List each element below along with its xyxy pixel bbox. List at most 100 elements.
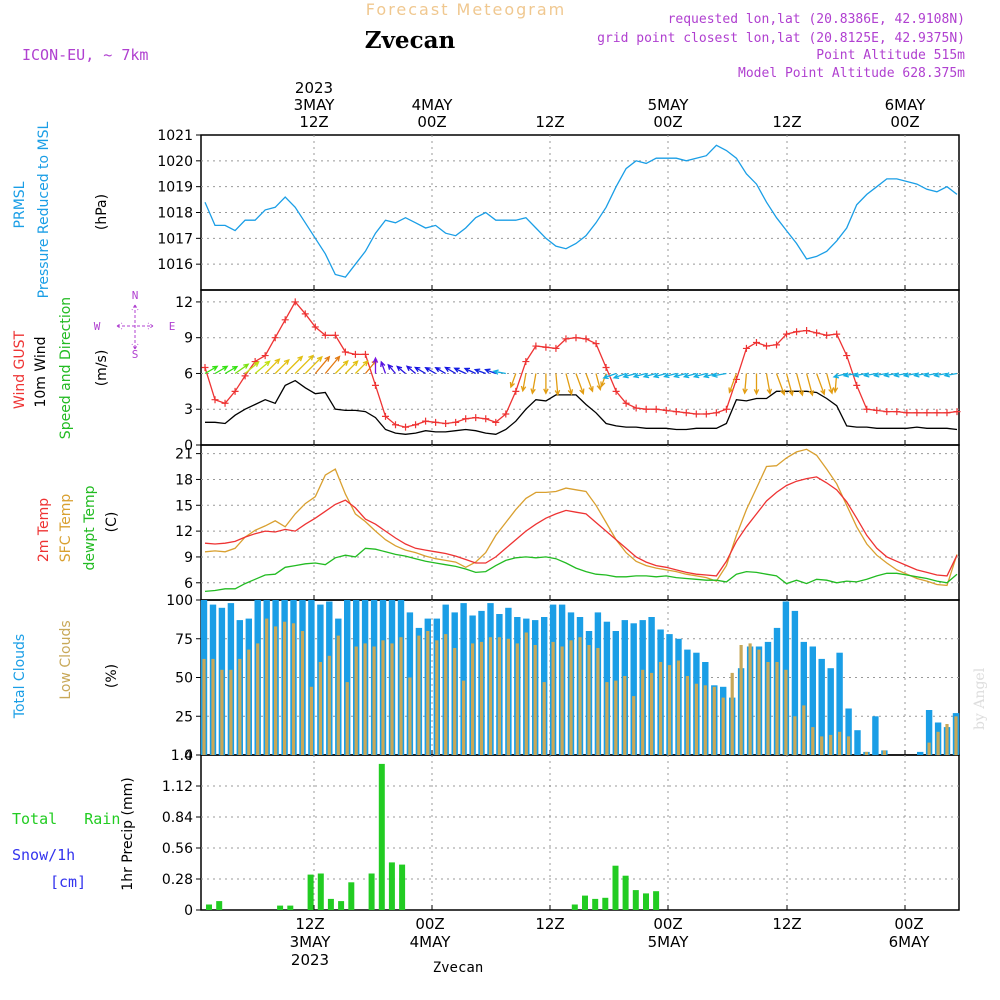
point-altitude: Point Altitude 515m (816, 48, 965, 63)
gust-marker (692, 410, 700, 418)
temp-unit: (C) (104, 512, 120, 533)
gust-marker (873, 406, 881, 414)
low-cloud-bar (417, 635, 421, 755)
wind-arrow (933, 372, 948, 378)
pressure-label: Pressure Reduced to MSL (36, 121, 52, 298)
low-cloud-bar (372, 646, 376, 755)
gust-marker (432, 418, 440, 426)
low-cloud-bar (488, 637, 493, 755)
snow-unit: [cm] (50, 873, 86, 891)
gust-marker (482, 415, 490, 423)
low-cloud-bar (551, 641, 555, 755)
wind-arrow (852, 372, 867, 378)
total-cloud-bar (854, 730, 861, 755)
plot-layer: 1016 1017 1018 1019 1020 1021 0 3 6 9 12 6 9 12 15 18 21… (157, 128, 961, 919)
gust-marker (682, 409, 690, 417)
wind-arrow (585, 373, 594, 393)
bottom-tick-label: 12Z (772, 915, 801, 933)
gust-marker (201, 364, 209, 371)
gust-marker (502, 410, 510, 418)
top-time-axis: 2023 3MAY 12Z 4MAY 00Z 12Z 5MAY 00Z 12Z … (294, 79, 927, 131)
top-tick-label: 6MAY (885, 96, 927, 114)
rain-bar (602, 897, 609, 910)
y-tick-label: 1018 (157, 206, 193, 222)
wind-arrow (753, 373, 760, 396)
low-cloud-bar (202, 658, 206, 755)
y-tick-label: 6 (184, 366, 193, 382)
wind-arrow (224, 365, 239, 375)
wind-arrow (765, 373, 773, 396)
gust-marker (803, 327, 811, 335)
cloud-side-labels: Total Clouds Low Clouds (%) (12, 620, 120, 719)
low-cloud-bar (381, 640, 385, 755)
wind-side-labels: Wind GUST 10m Wind Speed and Direction (… (12, 289, 175, 439)
wind-arrow (396, 365, 406, 374)
wind-arrow (863, 372, 877, 378)
wind-unit: (m/s) (94, 350, 110, 387)
gust-marker (783, 330, 791, 338)
total-cloud-bar (800, 641, 807, 755)
gust-marker (301, 310, 309, 318)
low-cloud-bar (667, 665, 672, 755)
low-cloud-bar (542, 682, 546, 755)
gust-marker (311, 323, 319, 331)
wind-arrow (463, 367, 476, 375)
low-cloud-bar (882, 750, 886, 755)
gust-marker (762, 342, 770, 350)
temp-side-labels: 2m Temp SFC Temp dewpt Temp (C) (36, 485, 120, 570)
low-cloud-bar (327, 655, 331, 755)
low-cloud-bar (435, 640, 439, 755)
low-cloud-bar (462, 680, 466, 755)
low-cloud-bar (676, 660, 681, 755)
bottom-tick-label: 3MAY (290, 933, 332, 951)
low-cloud-bar (220, 669, 224, 756)
y-tick-label: 15 (175, 498, 193, 514)
gust-marker (592, 340, 600, 348)
gust-marker (702, 410, 710, 418)
wind-arrow (492, 369, 506, 375)
wind-arrow (254, 360, 271, 374)
gust-label: Wind GUST (12, 330, 28, 409)
wind-arrow (244, 361, 260, 374)
wind-arrow (805, 373, 814, 397)
temp2m-line (204, 476, 958, 577)
gust-marker (843, 352, 851, 360)
wind-arrow (405, 365, 417, 374)
y-tick-label: 50 (175, 671, 193, 687)
low-cloud-bar (802, 705, 806, 755)
cloud-unit: (%) (104, 664, 120, 688)
total-cloud-bar (809, 646, 816, 755)
wind-arrow (294, 354, 315, 374)
low-cloud-bar (524, 632, 528, 755)
y-tick-label: 1019 (157, 180, 193, 196)
y-tick-label: 0.28 (162, 872, 193, 888)
wind-arrow (692, 372, 707, 379)
wind-arrow (344, 360, 359, 374)
low-cloud-bar (309, 686, 313, 755)
gust-marker (492, 418, 500, 426)
gust-marker (361, 350, 369, 358)
rain-bar (368, 873, 375, 910)
total-cloud-bar (818, 658, 825, 755)
y-tick-label: 1017 (157, 231, 193, 247)
wind-arrow (913, 372, 928, 378)
gust-marker (321, 331, 329, 339)
gust-marker (953, 408, 961, 416)
low-cloud-bar (793, 716, 797, 756)
pressure-unit: (hPa) (94, 194, 110, 230)
low-cloud-bar (614, 680, 618, 755)
rain-bar (216, 901, 223, 910)
gust-marker (221, 399, 229, 407)
gust-marker (833, 330, 841, 338)
low-cloud-bar (954, 716, 958, 756)
wind-arrow (923, 372, 938, 378)
rain-bar (307, 874, 314, 910)
gust-marker (552, 344, 560, 352)
wind-arrow (622, 372, 637, 379)
low-cloud-bar (291, 623, 296, 756)
low-cloud-bar (336, 635, 340, 755)
top-tick-label: 12Z (299, 113, 328, 131)
wind-arrow (214, 365, 229, 375)
wind-arrow (314, 355, 331, 374)
gust-marker (532, 342, 540, 350)
